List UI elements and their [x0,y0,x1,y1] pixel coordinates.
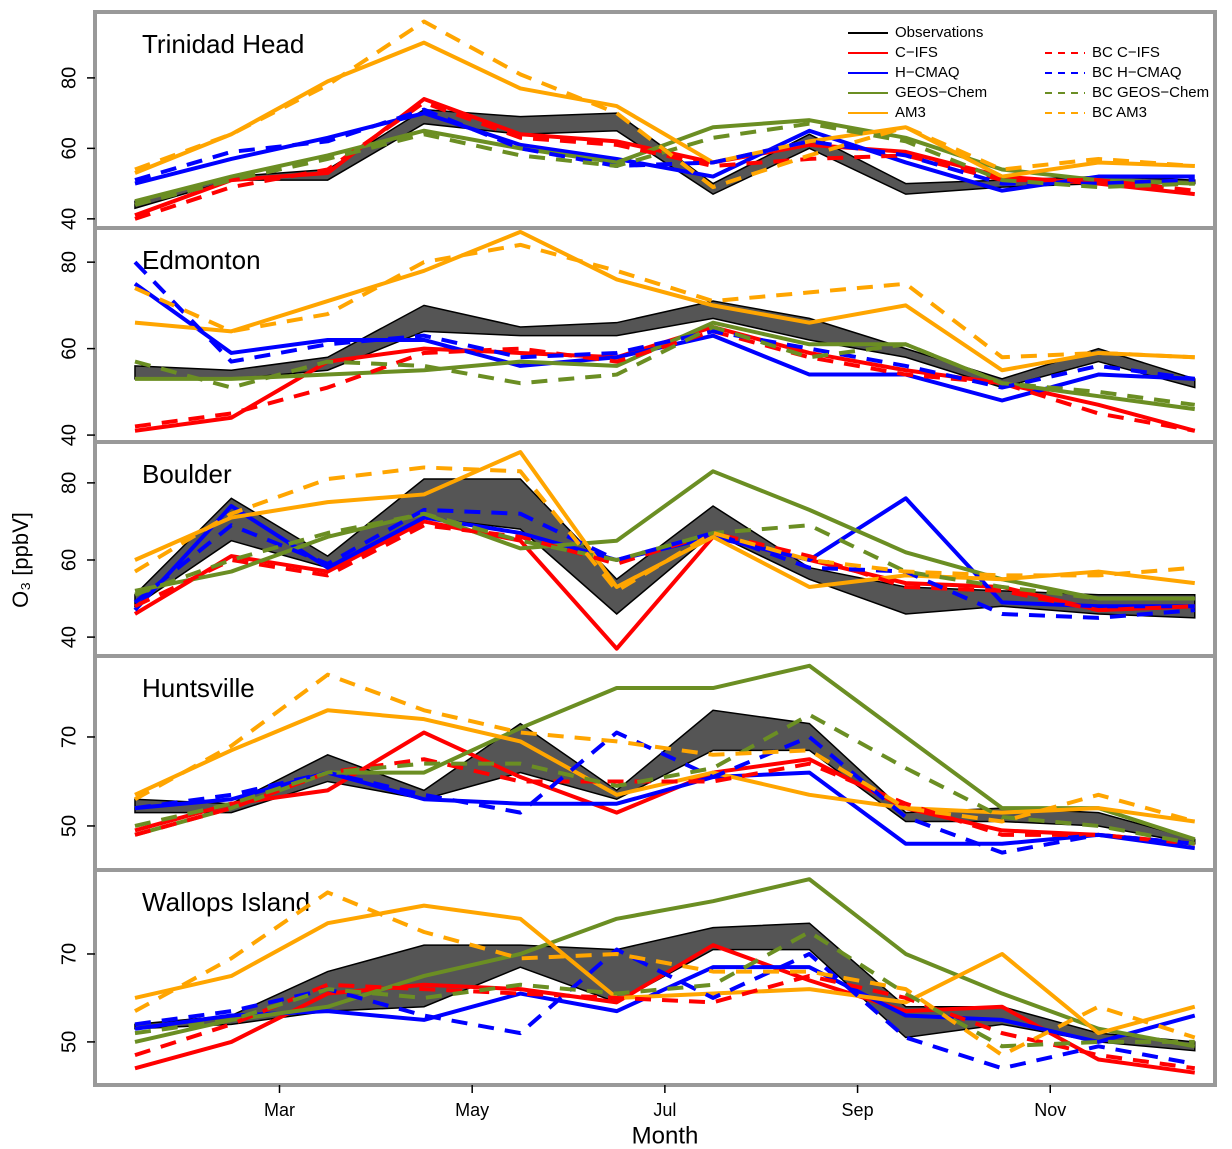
panel-frame [93,868,1217,1087]
series-line [134,708,1196,824]
series-line [134,523,1195,613]
y-tick-label: 80 [58,251,80,273]
observation-band [134,108,1196,210]
x-tick-label: Mar [264,1100,295,1120]
y-tick-label: 70 [58,726,80,748]
legend-label: BC H−CMAQ [1092,64,1182,81]
legend-label: BC C−IFS [1092,44,1160,61]
panel-title: Edmonton [142,245,261,275]
series-line [134,19,1195,190]
series-line [133,519,1195,651]
series-line [134,757,1195,846]
series-line [133,465,1195,593]
observation-band [134,300,1196,389]
series-line [134,469,1195,601]
series-line [134,877,1196,1049]
series-line [134,947,1196,1071]
y-tick-label: 40 [58,626,80,648]
series-line [134,890,1196,1058]
y-tick-label: 50 [58,815,80,837]
legend-label: Observations [895,24,983,41]
series-line [134,450,1196,589]
y-tick-label: 60 [58,137,80,159]
series-line [134,100,1195,221]
legend-label: BC GEOS−Chem [1092,84,1209,101]
panel-title: Boulder [142,459,232,489]
y-tick-label: 60 [58,549,80,571]
y-tick-label: 40 [58,424,80,446]
y-tick-label: 80 [58,472,80,494]
legend-label: C−IFS [895,44,938,61]
y-tick-label: 60 [58,337,80,359]
panel-title: Huntsville [142,673,255,703]
series-line [134,730,1195,846]
y-tick-label: 80 [58,67,80,89]
series-line [134,107,1195,186]
series-line [134,320,1196,412]
panel-title: Wallops Island [142,887,310,917]
y-tick-label: 70 [58,943,80,965]
observation-band [134,922,1196,1052]
series-line [134,965,1196,1044]
y-axis-label: O₃ [ppbV] [8,512,33,608]
legend-label: H−CMAQ [895,64,960,81]
series-line [133,260,1196,390]
legend-label: AM3 [895,104,926,121]
legend-label: BC AM3 [1092,104,1147,121]
series-line [134,672,1196,824]
legend-label: GEOS−Chem [895,84,987,101]
series-line [134,325,1196,407]
y-tick-label: 50 [58,1031,80,1053]
panel-frame [93,226,1217,444]
series-line [134,329,1196,433]
panel-title: Trinidad Head [142,29,304,59]
x-tick-label: Jul [653,1100,676,1120]
series-line [134,118,1195,204]
x-tick-label: Nov [1034,1100,1066,1120]
x-tick-label: May [455,1100,489,1120]
series-line [134,40,1195,179]
y-tick-label: 40 [58,208,80,230]
series-line [134,903,1196,1036]
series-line [134,229,1195,373]
series-line [134,663,1196,842]
series-line [134,730,1195,855]
series-line [134,111,1195,193]
x-axis-label: Month [632,1122,699,1149]
x-tick-label: Sep [842,1100,874,1120]
series-line [134,511,1195,601]
series-line [134,973,1196,1071]
series-line [134,712,1196,846]
